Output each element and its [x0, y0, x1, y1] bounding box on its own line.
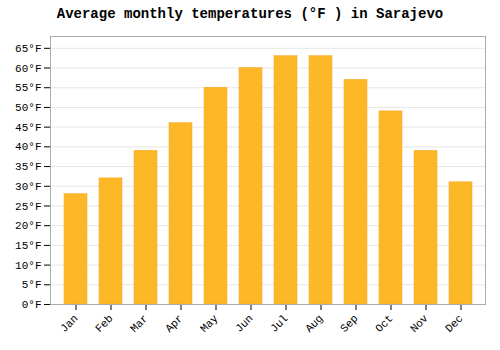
- svg-text:20°F: 20°F: [15, 220, 41, 232]
- svg-text:Mar: Mar: [128, 312, 150, 334]
- svg-text:40°F: 40°F: [15, 141, 41, 153]
- svg-text:55°F: 55°F: [15, 82, 41, 94]
- svg-text:Nov: Nov: [408, 312, 431, 335]
- svg-text:60°F: 60°F: [15, 63, 41, 75]
- html-text:Average monthly temperatures (: Average monthly temperatures (°F ) in Sa…: [56, 6, 444, 22]
- svg-text:45°F: 45°F: [15, 122, 41, 134]
- svg-text:Jul: Jul: [268, 312, 290, 334]
- svg-text:Sep: Sep: [338, 312, 360, 334]
- svg-text:Jan: Jan: [58, 312, 80, 334]
- svg-text:5°F: 5°F: [22, 279, 42, 291]
- svg-text:May: May: [198, 312, 221, 335]
- svg-text:35°F: 35°F: [15, 161, 41, 173]
- svg-text:50°F: 50°F: [15, 102, 41, 114]
- svg-text:Jun: Jun: [233, 312, 255, 334]
- svg-text:Dec: Dec: [443, 312, 465, 334]
- svg-text:Apr: Apr: [163, 312, 185, 334]
- svg-text:Feb: Feb: [93, 312, 115, 334]
- svg-text:Oct: Oct: [373, 312, 395, 334]
- svg-text:Aug: Aug: [303, 312, 325, 334]
- svg-text:30°F: 30°F: [15, 181, 41, 193]
- svg-text:25°F: 25°F: [15, 200, 41, 212]
- svg-text:10°F: 10°F: [15, 260, 41, 272]
- svg-text:0°F: 0°F: [22, 299, 42, 311]
- svg-text:65°F: 65°F: [15, 43, 41, 55]
- svg-text:15°F: 15°F: [15, 240, 41, 252]
